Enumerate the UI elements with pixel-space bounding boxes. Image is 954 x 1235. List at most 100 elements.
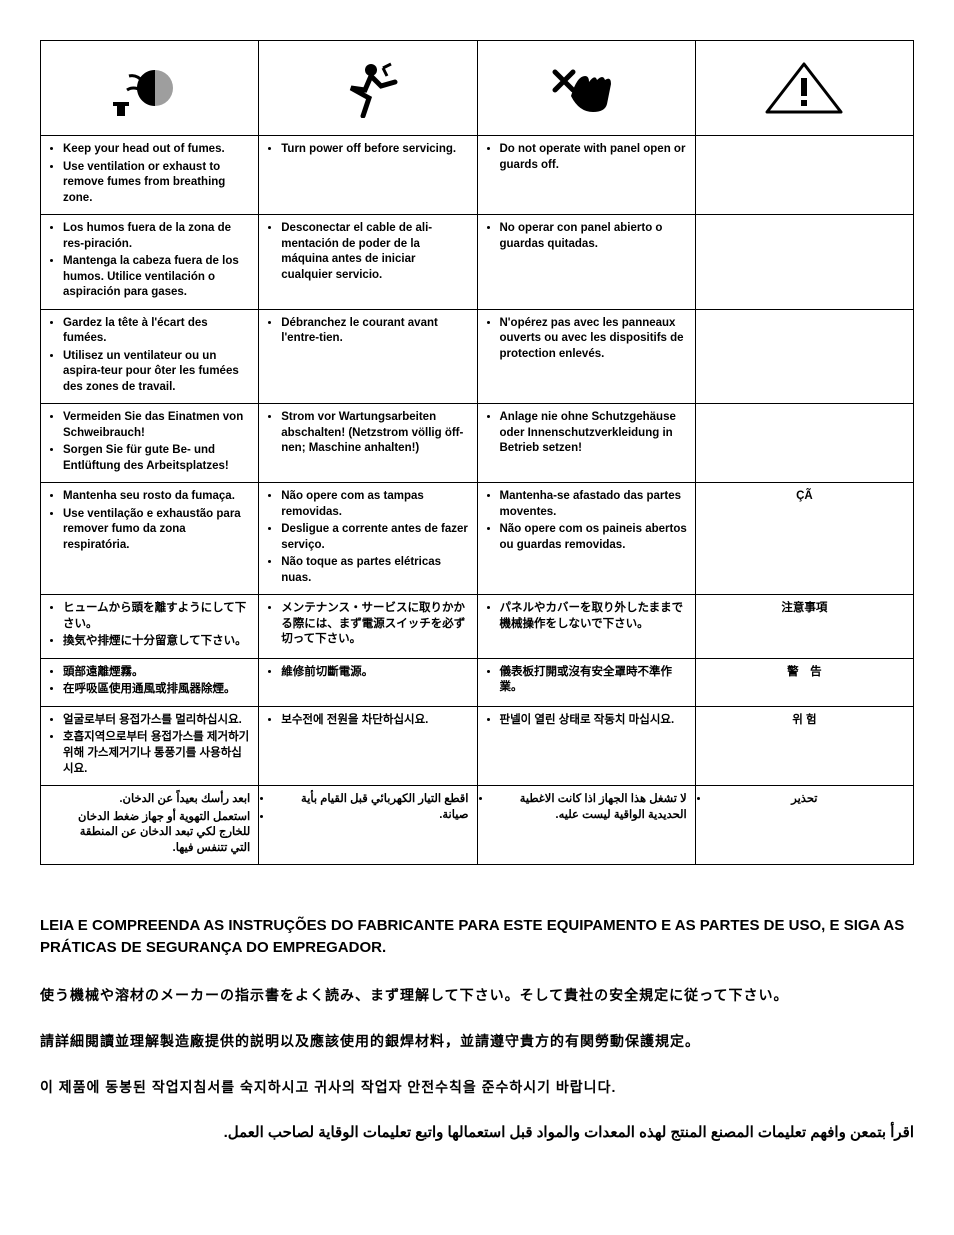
safety-table: Keep your head out of fumes. Use ventilat… [40,40,914,865]
safety-warnings-page: Keep your head out of fumes. Use ventilat… [0,0,954,1235]
cell: 보수전에 전원을 차단하십시요. [259,706,477,785]
cell: 維修前切斷電源。 [259,658,477,706]
cell: 판넬이 열린 상태로 작동치 마십시요. [477,706,695,785]
warning-triangle-icon [700,58,909,118]
bullet-list: Los humos fuera de la zona de res-piraci… [49,221,250,301]
table-row: 頭部遠離煙霧。在呼吸區使用通風或排風器除煙。 維修前切斷電源。 儀表板打開或沒有安全… [41,658,914,706]
bullet-list: 얼굴로부터 용접가스를 멀리하십시요.호흡지역으로부터 용접가스를 제거하기 위… [49,713,250,777]
bullet-item: Anlage nie ohne Schutzgehäuse oder Innen… [500,410,687,457]
bullet-item: 儀表板打開或沒有安全罩時不準作業。 [500,665,687,696]
cell: Vermeiden Sie das Einatmen von Schweibra… [41,404,259,483]
bullet-list: 維修前切斷電源。 [267,665,468,681]
bullet-item: اقطع التيار الكهربائي قبل القيام بأية صي… [281,792,468,823]
hand-hazard-icon [482,58,691,118]
running-person-icon [263,58,472,118]
bullet-item: Do not operate with panel open or guards… [500,142,687,173]
cell: 儀表板打開或沒有安全罩時不準作業。 [477,658,695,706]
bullet-item: Keep your head out of fumes. [63,142,250,158]
bullet-list: パネルやカバーを取り外したままで機械操作をしないで下さい。 [486,601,687,632]
bullet-list: Do not operate with panel open or guards… [486,142,687,173]
bullet-item: Los humos fuera de la zona de res-piraci… [63,221,250,252]
bullet-item: パネルやカバーを取り外したままで機械操作をしないで下さい。 [500,601,687,632]
warning-label-cell: 注意事項 [695,595,913,659]
bullet-item: Gardez la tête à l'écart des fumées. [63,316,250,347]
cell: Gardez la tête à l'écart des fumées.Util… [41,309,259,404]
instruction-zh: 請詳細閱讀並理解製造廠提供的説明以及應該使用的銀焊材料，並請遵守貴方的有関勞動保… [40,1031,914,1051]
bullet-item: 보수전에 전원을 차단하십시요. [281,713,468,729]
table-row: Los humos fuera de la zona de res-piraci… [41,215,914,310]
bullet-list: No operar con panel abierto o guardas qu… [486,221,687,252]
cell: Mantenha-se afastado das partes moventes… [477,483,695,595]
instruction-ko: 이 제품에 동봉된 작업지침서를 숙지하시고 귀사의 작업자 안전수칙을 준수하… [40,1077,914,1097]
bullet-item: 維修前切斷電源。 [281,665,468,681]
table-row: Keep your head out of fumes. Use ventilat… [41,136,914,215]
bullet-list: Keep your head out of fumes. Use ventilat… [49,142,250,206]
cell: Não opere com as tampas removidas.Deslig… [259,483,477,595]
bullet-list: 儀表板打開或沒有安全罩時不準作業。 [486,665,687,696]
cell: Do not operate with panel open or guards… [477,136,695,215]
bullet-item: ヒュームから頭を離すようにして下さい。 [63,601,250,632]
instruction-ja: 使う機械や溶材のメーカーの指示書をよく読み、まず理解して下さい。そして貴社の安全… [40,985,914,1005]
table-row: Vermeiden Sie das Einatmen von Schweibra… [41,404,914,483]
bullet-list: Gardez la tête à l'écart des fumées.Util… [49,316,250,396]
table-row: ابعد رأسك بعيداً عن الدخان.استعمل التهوي… [41,786,914,865]
warning-label-cell: تحذير [695,786,913,865]
cell: メンテナンス・サービスに取りかかる際には、まず電源スイッチを必ず切って下さい。 [259,595,477,659]
bullet-list: Mantenha-se afastado das partes moventes… [486,489,687,553]
bullet-list: Anlage nie ohne Schutzgehäuse oder Innen… [486,410,687,457]
cell: N'opérez pas avec les panneaux ouverts o… [477,309,695,404]
table-row: Mantenha seu rosto da fumaça.Use ventila… [41,483,914,595]
icon-fumes [41,41,259,136]
bullet-item: Desligue a corrente antes de fazer servi… [281,522,468,553]
bullet-item: No operar con panel abierto o guardas qu… [500,221,687,252]
bullet-item: メンテナンス・サービスに取りかかる際には、まず電源スイッチを必ず切って下さい。 [281,601,468,648]
bullet-item: Sorgen Sie für gute Be- und Entlüftung d… [63,443,250,474]
bullet-item: 頭部遠離煙霧。 [63,665,250,681]
bullet-list: Não opere com as tampas removidas.Deslig… [267,489,468,586]
safety-table-body: Keep your head out of fumes. Use ventilat… [41,136,914,865]
warning-label-cell: 위 험 [695,706,913,785]
warning-label-cell: ÇÃ [695,483,913,595]
cell: Strom vor Wartungsarbeiten abschalten! (… [259,404,477,483]
bullet-item: N'opérez pas avec les panneaux ouverts o… [500,316,687,363]
bullet-list: 頭部遠離煙霧。在呼吸區使用通風或排風器除煙。 [49,665,250,698]
bullet-list: Turn power off before servicing. [267,142,468,158]
bullet-list: ヒュームから頭を離すようにして下さい。換気や排煙に十分留意して下さい。 [49,601,250,650]
cell: ابعد رأسك بعيداً عن الدخان.استعمل التهوي… [41,786,259,865]
bullet-item: 호흡지역으로부터 용접가스를 제거하기 위해 가스제거기나 통풍기를 사용하십시… [63,730,250,777]
cell: Los humos fuera de la zona de res-piraci… [41,215,259,310]
bullet-item: Utilisez un ventilateur ou un aspira-teu… [63,349,250,396]
bullet-item: Mantenha seu rosto da fumaça. [63,489,250,505]
icon-warning [695,41,913,136]
bullet-item: Não opere com os paineis abertos ou guar… [500,522,687,553]
icon-row [41,41,914,136]
bullet-list: Mantenha seu rosto da fumaça.Use ventila… [49,489,250,553]
instruction-pt: LEIA E COMPREENDA AS INSTRUÇÕES DO FABRI… [40,915,914,959]
cell: ヒュームから頭を離すようにして下さい。換気や排煙に十分留意して下さい。 [41,595,259,659]
table-row: ヒュームから頭を離すようにして下さい。換気や排煙に十分留意して下さい。メンテナン… [41,595,914,659]
bullet-item: 판넬이 열린 상태로 작동치 마십시요. [500,713,687,729]
warning-label-cell [695,309,913,404]
bullet-item: Vermeiden Sie das Einatmen von Schweibra… [63,410,250,441]
bottom-instructions: LEIA E COMPREENDA AS INSTRUÇÕES DO FABRI… [40,915,914,1141]
bullet-item: Não toque as partes elétricas nuas. [281,555,468,586]
bullet-list: ابعد رأسك بعيداً عن الدخان.استعمل التهوي… [49,792,250,856]
table-row: 얼굴로부터 용접가스를 멀리하십시요.호흡지역으로부터 용접가스를 제거하기 위… [41,706,914,785]
bullet-list: メンテナンス・サービスに取りかかる際には、まず電源スイッチを必ず切って下さい。 [267,601,468,648]
cell: 얼굴로부터 용접가스를 멀리하십시요.호흡지역으로부터 용접가스를 제거하기 위… [41,706,259,785]
cell: No operar con panel abierto o guardas qu… [477,215,695,310]
warning-label-cell [695,215,913,310]
cell: パネルやカバーを取り外したままで機械操作をしないで下さい。 [477,595,695,659]
bullet-item: 얼굴로부터 용접가스를 멀리하십시요. [63,713,250,729]
bullet-list: 판넬이 열린 상태로 작동치 마십시요. [486,713,687,729]
cell: Débranchez le courant avant l'entre-tien… [259,309,477,404]
cell: اقطع التيار الكهربائي قبل القيام بأية صي… [259,786,477,865]
bullet-list: Desconectar el cable de ali-mentación de… [267,221,468,283]
bullet-item: Mantenha-se afastado das partes moventes… [500,489,687,520]
cell: Turn power off before servicing. [259,136,477,215]
bullet-list: Débranchez le courant avant l'entre-tien… [267,316,468,347]
bullet-item: 在呼吸區使用通風或排風器除煙。 [63,682,250,698]
bullet-item: Use ventilation or exhaust to remove fum… [63,160,250,207]
icon-panel-guard [477,41,695,136]
bullet-item: Desconectar el cable de ali-mentación de… [281,221,468,283]
